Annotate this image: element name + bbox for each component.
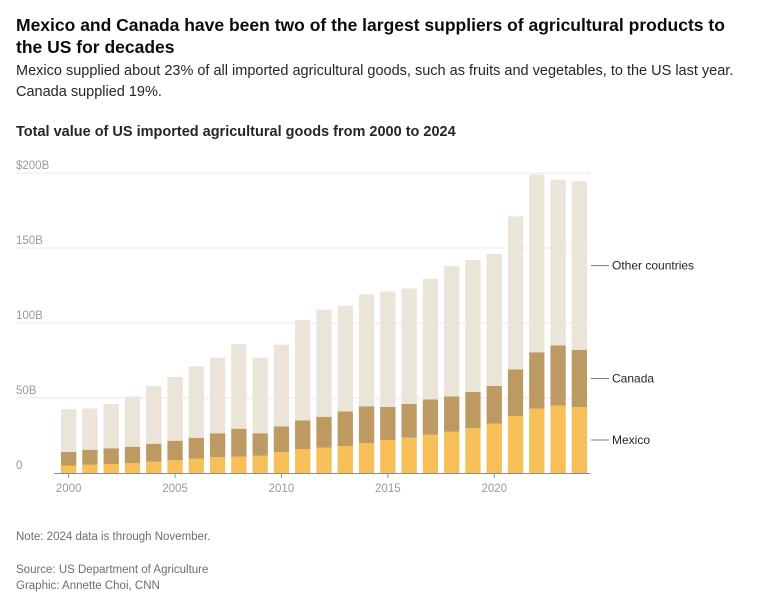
bar-canada-2006 xyxy=(188,437,204,459)
legend-label-mexico: Mexico xyxy=(612,433,650,447)
bar-other-countries-2000 xyxy=(60,409,77,452)
bar-other-countries-2012 xyxy=(316,309,332,417)
bar-other-countries-2006 xyxy=(188,366,204,438)
bar-mexico-2006 xyxy=(188,458,204,473)
bar-canada-2017 xyxy=(422,399,439,435)
bar-canada-2011 xyxy=(295,420,311,449)
bar-other-countries-2005 xyxy=(167,377,183,441)
bar-canada-2024 xyxy=(571,350,588,407)
legend-label-other-countries: Other countries xyxy=(612,259,694,273)
bar-mexico-2008 xyxy=(231,456,247,473)
bar-canada-2010 xyxy=(273,426,290,452)
axis-layer: 0 50B 100B 150B $200B 2000 2005 2010 2015 2020 xyxy=(16,160,590,495)
chart-headline: Mexico and Canada have been two of the l… xyxy=(16,15,725,57)
bar-other-countries-2022 xyxy=(529,174,545,353)
y-tick-label: $200B xyxy=(16,160,50,172)
x-tick-label: 2010 xyxy=(269,483,295,495)
bar-canada-2019 xyxy=(465,392,481,428)
bar-other-countries-2017 xyxy=(422,278,439,400)
bar-other-countries-2023 xyxy=(550,179,566,346)
bar-canada-2022 xyxy=(529,352,545,409)
bar-canada-2001 xyxy=(82,449,98,465)
bar-mexico-2020 xyxy=(486,423,502,473)
bar-other-countries-2021 xyxy=(507,216,524,370)
bar-other-countries-2011 xyxy=(295,320,311,421)
bar-mexico-2017 xyxy=(422,434,439,473)
bar-mexico-2021 xyxy=(507,416,524,473)
bar-mexico-2003 xyxy=(124,463,141,473)
bar-canada-2009 xyxy=(252,433,268,456)
bar-canada-2003 xyxy=(124,446,141,464)
chart-source-block: Source: US Department of Agriculture Gra… xyxy=(16,562,208,594)
bar-canada-2002 xyxy=(103,448,119,464)
bar-canada-2016 xyxy=(401,404,417,438)
y-tick-label: 0 xyxy=(16,460,22,472)
bar-mexico-2000 xyxy=(60,465,77,473)
bar-other-countries-2002 xyxy=(103,404,119,449)
bar-canada-2008 xyxy=(231,428,247,457)
bar-mexico-2007 xyxy=(209,457,226,473)
bar-other-countries-2003 xyxy=(124,396,141,447)
bar-mexico-2001 xyxy=(82,464,98,473)
bar-canada-2004 xyxy=(146,443,162,462)
bar-other-countries-2020 xyxy=(486,254,502,386)
bar-mexico-2018 xyxy=(444,431,460,473)
bar-other-countries-2013 xyxy=(337,305,353,412)
legend-layer: Mexico Canada Other countries xyxy=(591,259,694,447)
bar-mexico-2023 xyxy=(550,405,566,473)
bar-canada-2007 xyxy=(209,433,226,458)
bar-canada-2012 xyxy=(316,416,332,448)
chart-subtitle: Mexico supplied about 23% of all importe… xyxy=(16,63,734,100)
bar-canada-2015 xyxy=(380,407,396,440)
bar-mexico-2013 xyxy=(337,446,353,473)
bar-other-countries-2018 xyxy=(444,266,460,397)
bar-canada-2005 xyxy=(167,440,183,461)
bar-other-countries-2010 xyxy=(273,344,290,427)
bar-mexico-2022 xyxy=(529,408,545,473)
bar-mexico-2014 xyxy=(358,443,375,473)
bar-canada-2018 xyxy=(444,396,460,432)
chart-title: Total value of US imported agricultural … xyxy=(16,124,456,140)
bar-mexico-2015 xyxy=(380,440,396,473)
bar-canada-2023 xyxy=(550,345,566,406)
bar-canada-2020 xyxy=(486,386,502,424)
bar-mexico-2012 xyxy=(316,447,332,473)
bar-canada-2021 xyxy=(507,369,524,416)
y-tick-label: 150B xyxy=(16,235,43,247)
bar-canada-2000 xyxy=(60,452,77,466)
bars-layer xyxy=(60,174,588,473)
x-tick-label: 2000 xyxy=(56,483,82,495)
bar-other-countries-2009 xyxy=(252,357,268,434)
bar-other-countries-2019 xyxy=(465,260,481,392)
bar-other-countries-2008 xyxy=(231,344,247,429)
stacked-bar-chart: 0 50B 100B 150B $200B 2000 2005 2010 2015 2020 Me… xyxy=(16,160,694,495)
bar-mexico-2010 xyxy=(273,452,290,473)
bar-other-countries-2016 xyxy=(401,288,417,404)
x-tick-label: 2020 xyxy=(481,483,507,495)
bar-other-countries-2007 xyxy=(209,357,226,434)
bar-mexico-2016 xyxy=(401,437,417,473)
bar-mexico-2009 xyxy=(252,455,268,473)
bar-other-countries-2004 xyxy=(146,386,162,444)
bar-mexico-2019 xyxy=(465,428,481,473)
chart-note: Note: 2024 data is through November. xyxy=(16,531,211,543)
bar-other-countries-2001 xyxy=(82,408,98,450)
bar-other-countries-2014 xyxy=(358,294,375,407)
bar-other-countries-2015 xyxy=(380,291,396,407)
bar-other-countries-2024 xyxy=(571,181,588,350)
bar-mexico-2024 xyxy=(571,407,588,473)
bar-mexico-2002 xyxy=(103,464,119,473)
source-line: Source: US Department of Agriculture xyxy=(16,564,209,576)
y-tick-label: 100B xyxy=(16,310,43,322)
bar-mexico-2011 xyxy=(295,449,311,473)
bar-mexico-2005 xyxy=(167,460,183,473)
y-tick-label: 50B xyxy=(16,385,37,397)
x-tick-label: 2005 xyxy=(162,483,188,495)
x-tick-label: 2015 xyxy=(375,483,401,495)
bar-canada-2013 xyxy=(337,411,353,446)
bar-mexico-2004 xyxy=(146,461,162,473)
credit-line: Graphic: Annette Choi, CNN xyxy=(16,580,160,592)
bar-canada-2014 xyxy=(358,406,375,443)
legend-label-canada: Canada xyxy=(612,372,654,386)
